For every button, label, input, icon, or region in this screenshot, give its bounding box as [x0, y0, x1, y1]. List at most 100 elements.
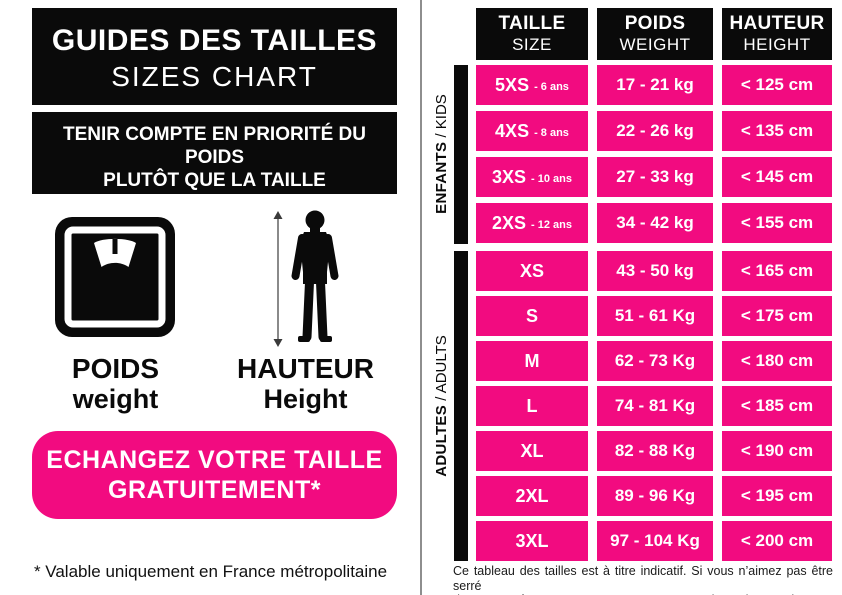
scale-icon: [55, 217, 175, 337]
size-cell-label: 4XS: [495, 120, 530, 141]
weight-cell: 34 - 42 kg: [597, 203, 713, 243]
height-cell: < 175 cm: [722, 296, 832, 336]
adults-label-en: / ADULTS: [432, 335, 450, 405]
size-table: TAILLE SIZE POIDS WEIGHT HAUTEUR HEIGHT …: [476, 8, 832, 566]
header-weight-en: WEIGHT: [619, 35, 691, 54]
weight-cell: 22 - 26 kg: [597, 111, 713, 151]
table-disclaimer: Ce tableau des tailles est à titre indic…: [453, 564, 833, 595]
footnote: * Valable uniquement en France métropoli…: [33, 562, 388, 581]
size-cell-label: S: [525, 305, 538, 326]
height-label-en: Height: [263, 384, 348, 414]
weight-cell: 74 - 81 Kg: [597, 386, 713, 426]
header-size: TAILLE SIZE: [476, 8, 588, 60]
size-cell-label: 3XS: [492, 166, 527, 187]
title-box: GUIDES DES TAILLES SIZES CHART: [32, 8, 397, 105]
size-cell-age: - 6 ans: [534, 80, 569, 93]
table-row: 2XL 89 - 96 Kg < 195 cm: [476, 476, 832, 516]
cta-line-1: ECHANGEZ VOTRE TAILLE: [46, 446, 383, 474]
size-cell-label: 2XS: [492, 212, 527, 233]
table-row: XL 82 - 88 Kg < 190 cm: [476, 431, 832, 471]
height-cell: < 180 cm: [722, 341, 832, 381]
size-cell: 4XS - 8 ans: [476, 111, 588, 151]
notice-line-fr-2: PLUTÔT QUE LA TAILLE: [103, 170, 326, 191]
size-cell: M: [476, 341, 588, 381]
table-row: 3XL 97 - 104 Kg < 200 cm: [476, 521, 832, 561]
height-cell: < 200 cm: [722, 521, 832, 561]
table-row: L 74 - 81 Kg < 185 cm: [476, 386, 832, 426]
weight-cell: 17 - 21 kg: [597, 65, 713, 105]
height-cell: < 135 cm: [722, 111, 832, 151]
header-size-en: SIZE: [512, 35, 552, 54]
size-cell-label: 3XL: [515, 530, 549, 551]
adults-group-bar: [454, 251, 468, 561]
table-row: 2XS - 12 ans 34 - 42 kg < 155 cm: [476, 203, 832, 243]
height-cell: < 190 cm: [722, 431, 832, 471]
size-cell-label: XS: [519, 260, 544, 281]
weight-cell: 62 - 73 Kg: [597, 341, 713, 381]
table-header-row: TAILLE SIZE POIDS WEIGHT HAUTEUR HEIGHT: [476, 8, 832, 60]
header-weight: POIDS WEIGHT: [597, 8, 713, 60]
height-arrow-icon: [273, 211, 283, 347]
size-cell-label: M: [524, 350, 540, 371]
size-cell-age: - 12 ans: [531, 218, 572, 231]
size-cell-label: 5XS: [495, 74, 530, 95]
height-cell: < 155 cm: [722, 203, 832, 243]
kids-label-en: / KIDS: [432, 94, 450, 142]
height-cell: < 125 cm: [722, 65, 832, 105]
header-height-en: HEIGHT: [743, 35, 811, 54]
weight-label: POIDS weight: [33, 354, 198, 415]
weight-cell: 27 - 33 kg: [597, 157, 713, 197]
person-silhouette: [291, 210, 339, 342]
height-cell: < 145 cm: [722, 157, 832, 197]
kids-label-fr: ENFANTS: [432, 141, 450, 214]
disclaimer-line-2: dans vos vêtements, nous vous recommando…: [453, 593, 833, 595]
size-cell: XL: [476, 431, 588, 471]
size-cell: S: [476, 296, 588, 336]
size-cell: L: [476, 386, 588, 426]
table-row: 4XS - 8 ans 22 - 26 kg < 135 cm: [476, 111, 832, 151]
size-cell: 2XS - 12 ans: [476, 203, 588, 243]
weight-cell: 43 - 50 kg: [597, 251, 713, 291]
table-row: XS 43 - 50 kg < 165 cm: [476, 251, 832, 291]
notice-line-fr-1: TENIR COMPTE EN PRIORITÉ DU POIDS: [63, 124, 366, 168]
size-cell: 3XL: [476, 521, 588, 561]
header-weight-fr: POIDS: [624, 13, 686, 34]
notice-box: TENIR COMPTE EN PRIORITÉ DU POIDS PLUTÔT…: [32, 112, 397, 217]
table-row: M 62 - 73 Kg < 180 cm: [476, 341, 832, 381]
header-height-fr: HAUTEUR: [729, 13, 825, 34]
kids-group-label: ENFANTS / KIDS: [431, 64, 451, 244]
size-cell-age: - 10 ans: [531, 172, 572, 185]
height-cell: < 195 cm: [722, 476, 832, 516]
page-title-en: SIZES CHART: [111, 61, 318, 92]
weight-label-en: weight: [72, 384, 159, 414]
size-cell-label: 2XL: [515, 485, 549, 506]
size-cell: XS: [476, 251, 588, 291]
size-cell: 2XL: [476, 476, 588, 516]
page-title-fr: GUIDES DES TAILLES: [51, 24, 378, 57]
header-size-fr: TAILLE: [498, 13, 566, 34]
height-cell: < 185 cm: [722, 386, 832, 426]
vertical-divider: [420, 0, 422, 595]
adults-group-label: ADULTES / ADULTS: [431, 246, 451, 566]
height-cell: < 165 cm: [722, 251, 832, 291]
notice-line-en: PRIORITIZE WEIGHT RATHER THAN SIZE: [32, 197, 397, 217]
size-cell-label: L: [526, 395, 538, 416]
free-size-exchange-button[interactable]: ECHANGEZ VOTRE TAILLE GRATUITEMENT*: [32, 431, 397, 519]
size-cell: 3XS - 10 ans: [476, 157, 588, 197]
size-cell-age: - 8 ans: [534, 126, 569, 139]
adults-label-fr: ADULTES: [432, 404, 450, 477]
weight-cell: 82 - 88 Kg: [597, 431, 713, 471]
weight-cell: 97 - 104 Kg: [597, 521, 713, 561]
table-row: S 51 - 61 Kg < 175 cm: [476, 296, 832, 336]
size-cell-label: XL: [520, 440, 544, 461]
height-label-fr: HAUTEUR: [237, 353, 374, 384]
table-row: 5XS - 6 ans 17 - 21 kg < 125 cm: [476, 65, 832, 105]
disclaimer-line-1: Ce tableau des tailles est à titre indic…: [453, 564, 833, 593]
size-cell: 5XS - 6 ans: [476, 65, 588, 105]
cta-line-2: GRATUITEMENT*: [108, 476, 321, 504]
weight-cell: 89 - 96 Kg: [597, 476, 713, 516]
table-row: 3XS - 10 ans 27 - 33 kg < 145 cm: [476, 157, 832, 197]
header-height: HAUTEUR HEIGHT: [722, 8, 832, 60]
kids-group-bar: [454, 65, 468, 244]
